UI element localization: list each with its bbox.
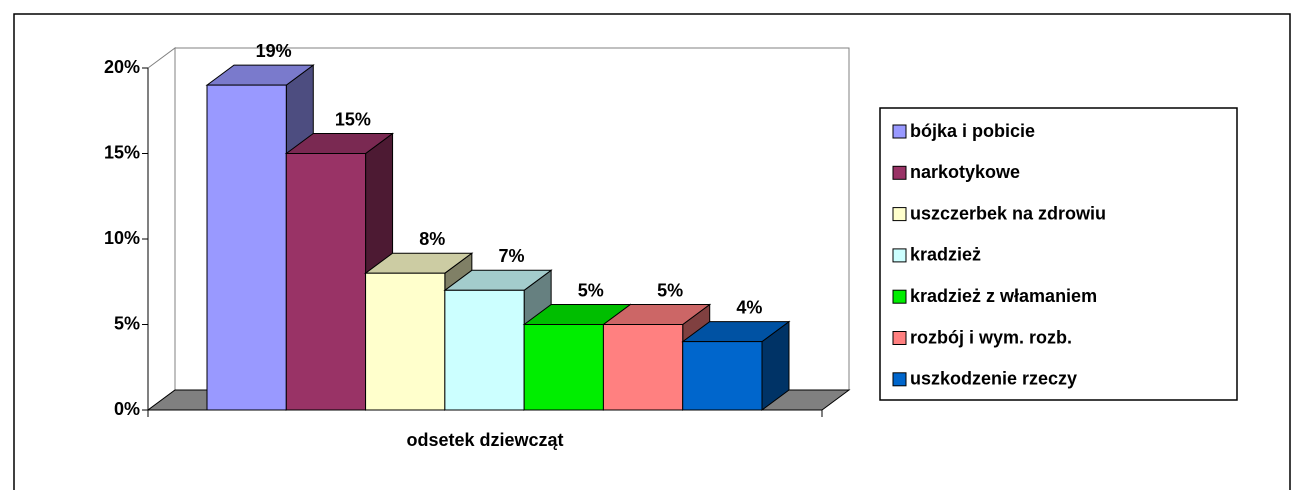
legend-label: narkotykowe bbox=[910, 162, 1020, 182]
bar bbox=[365, 272, 446, 411]
legend-label: uszkodzenie rzeczy bbox=[910, 369, 1077, 389]
bar bbox=[602, 324, 684, 411]
data-label: 5% bbox=[657, 280, 683, 300]
legend-label: uszczerbek na zdrowiu bbox=[910, 203, 1106, 223]
legend-swatch bbox=[892, 124, 907, 139]
y-tick-label: 5% bbox=[114, 313, 140, 333]
bar bbox=[682, 341, 763, 411]
legend-swatch bbox=[892, 207, 907, 222]
legend-swatch bbox=[892, 372, 907, 387]
y-tick-label: 0% bbox=[114, 399, 140, 419]
legend-swatch bbox=[892, 289, 907, 304]
bar bbox=[444, 289, 525, 411]
legend-swatch bbox=[892, 248, 907, 263]
legend-box bbox=[879, 107, 1238, 401]
bar bbox=[206, 84, 287, 411]
y-tick-label: 10% bbox=[104, 228, 140, 248]
legend-label: kradzież z włamaniem bbox=[910, 286, 1097, 306]
side-wall bbox=[147, 47, 176, 411]
bar bbox=[523, 324, 604, 411]
data-label: 5% bbox=[578, 280, 604, 300]
legend-swatch bbox=[892, 331, 907, 345]
legend-label: rozbój i wym. rozb. bbox=[910, 327, 1072, 347]
legend-swatch bbox=[892, 165, 907, 180]
frame bbox=[13, 13, 1291, 490]
y-tick-label: 15% bbox=[104, 142, 140, 162]
legend-label: kradzież bbox=[910, 245, 981, 265]
data-label: 4% bbox=[736, 297, 762, 317]
bar bbox=[285, 153, 367, 411]
y-tick-label: 20% bbox=[104, 57, 140, 77]
x-category-label: odsetek dziewcząt bbox=[406, 430, 563, 450]
data-label: 8% bbox=[419, 229, 445, 249]
data-label: 7% bbox=[498, 246, 524, 266]
legend-label: bójka i pobicie bbox=[910, 121, 1035, 141]
data-label: 19% bbox=[256, 41, 292, 61]
data-label: 15% bbox=[335, 109, 371, 129]
